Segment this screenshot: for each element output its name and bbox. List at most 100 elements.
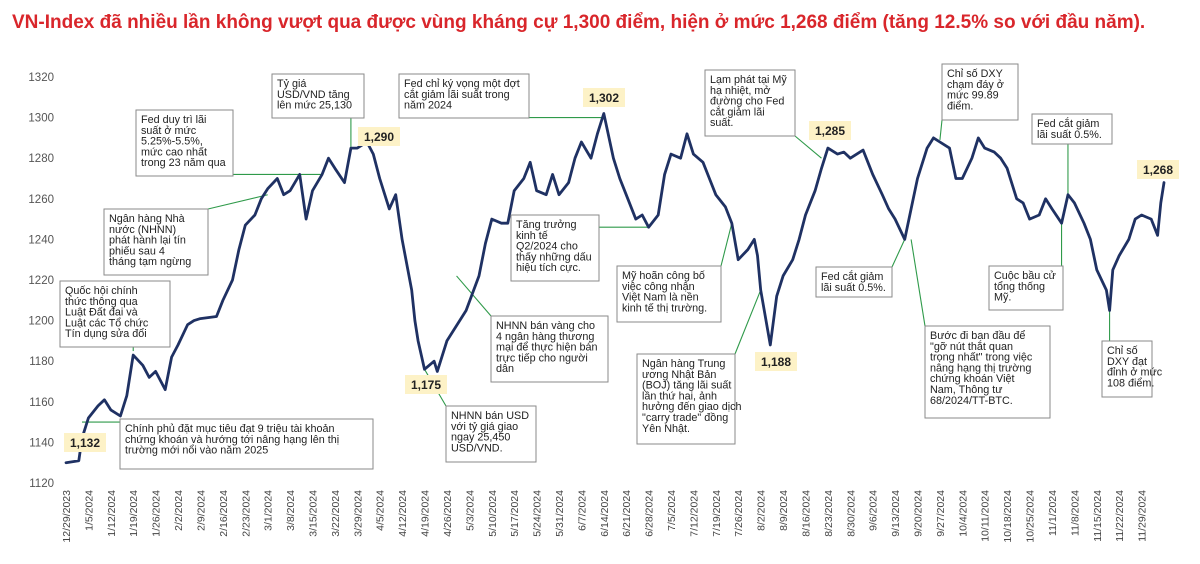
annotation-text: DXY đạt	[1107, 356, 1147, 368]
x-tick-label: 1/19/2024	[128, 490, 140, 537]
value-label: 1,285	[809, 121, 851, 140]
x-tick-label: 9/20/2024	[913, 490, 925, 537]
x-tick-label: 7/19/2024	[711, 490, 723, 537]
x-tick-label: 5/17/2024	[509, 490, 521, 537]
value-label-bg	[583, 88, 625, 107]
annotation-text: Tăng trưởng	[516, 219, 577, 231]
annotation-box	[1101, 340, 1153, 398]
y-tick-label: 1200	[28, 316, 54, 328]
annotation-text: thấy những dấu	[516, 251, 592, 263]
annotation-text: Ngân hàng Nhà	[109, 213, 185, 225]
annotation-text: trọng nhất" trong việc	[930, 352, 1033, 364]
value-label-text: 1,302	[589, 91, 619, 105]
x-tick-label: 9/27/2024	[935, 490, 947, 537]
annotation-text: phiếu sau 4	[109, 245, 165, 257]
value-label: 1,175	[405, 375, 447, 394]
annotation-box	[941, 63, 1019, 121]
annotation-text: Luật các Tổ chức	[65, 317, 149, 329]
annotation-box	[616, 265, 722, 323]
value-label-bg	[1137, 160, 1179, 179]
annotation-text: lần thứ hai, ảnh	[642, 390, 717, 402]
annotation-text: USD/VND.	[451, 442, 503, 454]
value-label-bg	[358, 127, 400, 146]
x-tick-label: 11/22/2024	[1114, 490, 1126, 542]
x-tick-label: 1/12/2024	[106, 490, 118, 537]
annotation-text: phát hành lại tín	[109, 235, 186, 247]
x-tick-label: 2/23/2024	[240, 490, 252, 537]
annotation-text: Lạm phát tại Mỹ	[710, 74, 787, 86]
y-tick-label: 1240	[28, 234, 54, 246]
x-tick-label: 3/1/2024	[263, 490, 275, 531]
annotation-box	[815, 266, 893, 298]
annotation-text: nâng hạng thị trường	[930, 362, 1031, 374]
y-tick-label: 1180	[29, 356, 54, 368]
value-label-bg	[64, 433, 106, 452]
annotation-box	[119, 418, 374, 470]
annotation-text: cắt giảm lãi suất trong	[404, 88, 510, 101]
annotation-text: lên mức 25,130	[277, 100, 352, 112]
x-tick-label: 6/28/2024	[644, 490, 656, 537]
x-tick-label: 9/6/2024	[868, 490, 880, 531]
x-tick-label: 11/29/2024	[1137, 490, 1149, 542]
x-tick-label: 3/8/2024	[285, 490, 297, 531]
x-tick-label: 2/9/2024	[195, 490, 207, 531]
value-label-bg	[809, 121, 851, 140]
annotation-text: năm 2024	[404, 100, 452, 112]
annotation-text: trong 23 năm qua	[141, 157, 226, 169]
annotation-text: kinh tế	[516, 230, 548, 242]
annotation-text: USD/VND tăng	[277, 89, 350, 101]
annotation-leader	[734, 289, 762, 355]
annotation-leader	[939, 119, 943, 140]
y-tick-label: 1300	[28, 113, 54, 125]
annotation-text: Nam, Thông tư	[930, 384, 1002, 396]
annotation-text: Ngân hàng Trung	[642, 358, 725, 370]
annotation-text: cắt giảm lãi	[710, 105, 765, 118]
x-tick-label: 9/13/2024	[890, 490, 902, 537]
annotation-text: Mỹ.	[994, 292, 1011, 304]
x-tick-label: 8/16/2024	[800, 490, 812, 537]
value-label-text: 1,285	[815, 124, 845, 138]
annotation-text: chứng khoán Việt	[930, 373, 1014, 385]
annotation-text: ương Nhật Bản	[642, 369, 716, 381]
annotation-box	[636, 353, 736, 445]
annotation-box	[135, 109, 234, 177]
annotation-text: "gỡ nút thắt quan	[930, 340, 1013, 353]
annotation-box	[988, 265, 1064, 311]
annotation-text: Fed chỉ ký vọng một đợt	[404, 78, 520, 90]
annotation-text: lãi suất 0.5%.	[821, 282, 886, 294]
annotation-leader	[891, 239, 906, 268]
annotation-box	[924, 325, 1051, 419]
x-tick-label: 4/5/2024	[375, 490, 387, 531]
x-tick-label: 7/26/2024	[733, 490, 745, 537]
annotation-text: ngay 25,450	[451, 432, 510, 444]
annotation-text: Bước đi ban đầu để	[930, 330, 1025, 342]
x-tick-label: 10/11/2024	[980, 490, 992, 542]
x-tick-label: 1/26/2024	[151, 490, 163, 537]
y-tick-label: 1280	[28, 153, 54, 165]
y-tick-label: 1140	[29, 437, 54, 449]
x-axis: 12/29/2023 1/5/2024 1/12/2024 1/19/2024 1/26…	[61, 490, 1149, 543]
annotation-text: Tỷ giá	[277, 78, 306, 90]
annotation-text: thức thông qua	[65, 296, 138, 308]
value-label: 1,132	[64, 433, 106, 452]
annotation-text: mại để thực hiện bán	[496, 342, 597, 354]
annotation-text: NHNN bán vàng cho	[496, 320, 595, 332]
annotation-text: Mỹ hoãn công bố	[622, 270, 705, 282]
annotation-text: "carry trade" đồng	[642, 412, 728, 424]
annotation: Bước đi ban đầu để"gỡ nút thắt quantrọng…	[924, 325, 1051, 419]
x-tick-label: 11/1/2024	[1047, 490, 1059, 536]
annotation-box	[445, 405, 537, 463]
annotation-text: chạm đáy ở	[947, 79, 1004, 91]
annotation-text: 68/2024/TT-BTC.	[930, 395, 1013, 407]
annotation-leader-lines	[82, 117, 1111, 423]
annotation-text: Fed cắt giảm	[821, 270, 883, 283]
x-tick-label: 7/5/2024	[666, 490, 678, 531]
